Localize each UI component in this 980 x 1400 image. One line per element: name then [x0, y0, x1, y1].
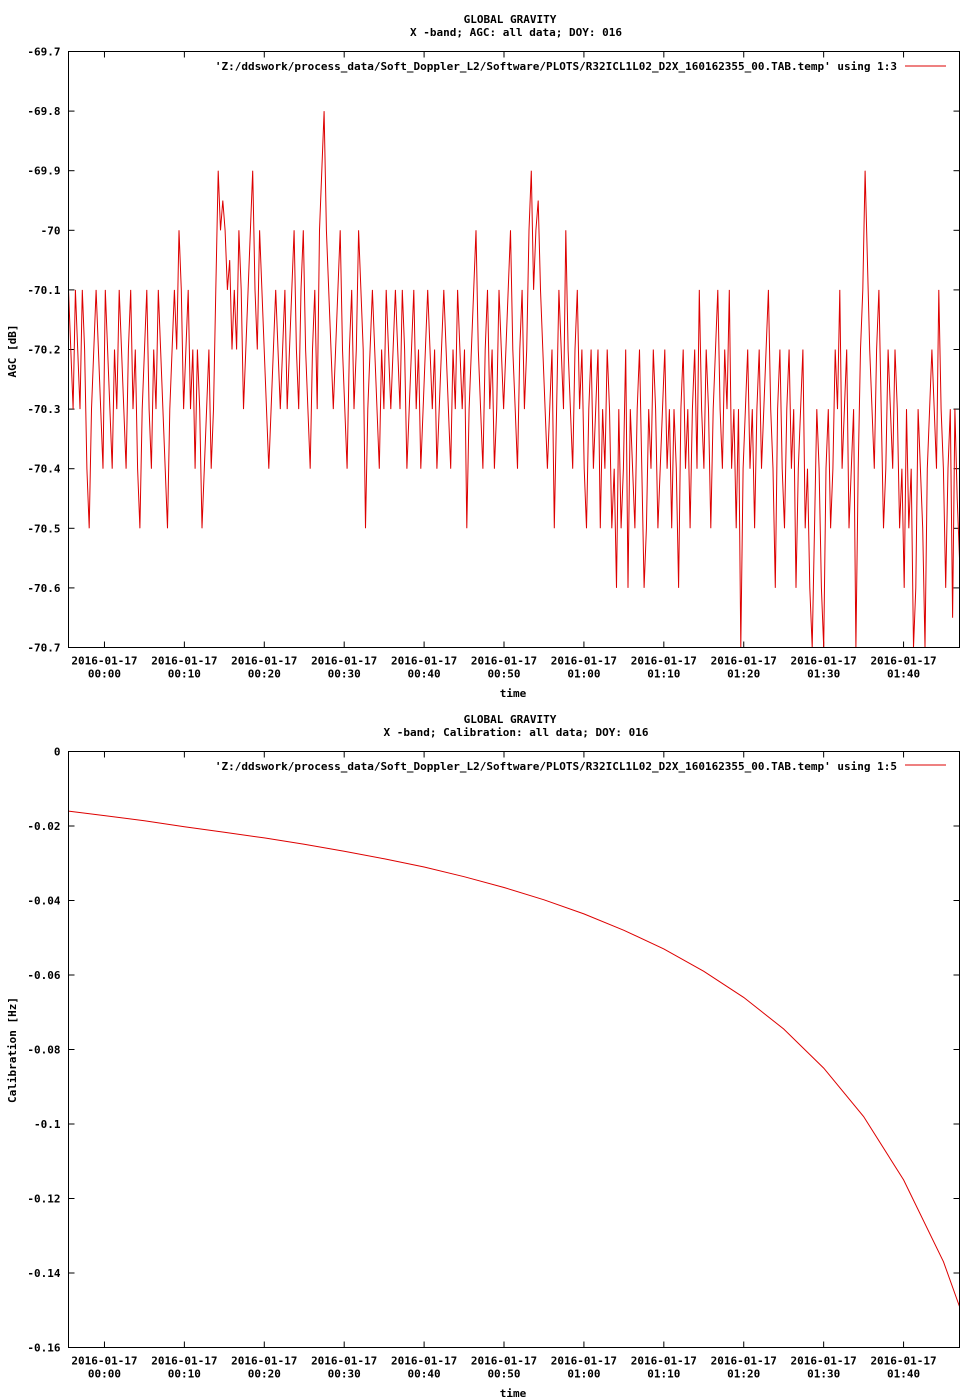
- x-tick-label-date: 2016-01-17: [151, 1355, 217, 1368]
- x-tick-label-date: 2016-01-17: [71, 655, 137, 668]
- y-tick-label: -0.08: [27, 1044, 60, 1057]
- x-tick-label-time: 01:00: [567, 668, 600, 681]
- x-tick-label-date: 2016-01-17: [231, 1355, 297, 1368]
- agc-chart-panel: GLOBAL GRAVITY X -band; AGC: all data; D…: [6, 13, 960, 700]
- y-tick-label: -70: [41, 224, 61, 237]
- x-tick-label-time: 00:00: [88, 1368, 121, 1381]
- x-tick-label-time: 01:30: [807, 1368, 840, 1381]
- y-axis-label: Calibration [Hz]: [6, 997, 19, 1103]
- chart-title: GLOBAL GRAVITY: [464, 713, 557, 726]
- calibration-chart-panel: GLOBAL GRAVITY X -band; Calibration: all…: [6, 713, 960, 1400]
- x-tick-label-time: 00:50: [487, 1368, 520, 1381]
- x-tick-label-time: 00:20: [248, 1368, 281, 1381]
- calibration-series-line: [68, 810, 960, 1307]
- x-tick-label-date: 2016-01-17: [391, 1355, 457, 1368]
- y-tick-label: -0.06: [27, 969, 60, 982]
- legend-label: 'Z:/ddswork/process_data/Soft_Doppler_L2…: [215, 60, 897, 73]
- chart-title: GLOBAL GRAVITY: [464, 13, 557, 26]
- x-tick-label-time: 01:40: [887, 1368, 920, 1381]
- y-tick-label: -0.14: [27, 1267, 60, 1280]
- y-axis-label: AGC [dB]: [6, 325, 19, 378]
- agc-series-line: [68, 111, 960, 648]
- x-tick-label-time: 00:10: [168, 1368, 201, 1381]
- y-ticks: -69.7 -69.8 -69.9 -70 -70.1 -70.2 -70.3 -70.4 -7…: [27, 46, 960, 655]
- y-tick-label: -70.7: [27, 642, 60, 655]
- x-tick-label-time: 01:10: [647, 668, 680, 681]
- plot-frame: [68, 51, 960, 648]
- x-ticks: 2016-01-1700:002016-01-1700:102016-01-17…: [71, 751, 937, 1381]
- plot-frame: [68, 751, 960, 1348]
- y-tick-label: -0.12: [27, 1193, 60, 1206]
- x-tick-label-time: 01:30: [807, 668, 840, 681]
- x-tick-label-date: 2016-01-17: [231, 655, 297, 668]
- x-axis-label: time: [500, 687, 527, 700]
- x-ticks: 2016-01-1700:002016-01-1700:102016-01-17…: [71, 51, 937, 681]
- x-tick-label-date: 2016-01-17: [551, 1355, 617, 1368]
- x-tick-label-date: 2016-01-17: [711, 1355, 777, 1368]
- y-tick-label: -0.1: [34, 1118, 61, 1131]
- x-tick-label-date: 2016-01-17: [391, 655, 457, 668]
- x-tick-label-date: 2016-01-17: [471, 1355, 537, 1368]
- y-tick-label: -0.04: [27, 895, 60, 908]
- x-tick-label-date: 2016-01-17: [551, 655, 617, 668]
- y-tick-label: -69.7: [27, 46, 60, 59]
- y-tick-label: -70.3: [27, 403, 60, 416]
- y-tick-label: -70.2: [27, 344, 60, 357]
- chart-subtitle: X -band; Calibration: all data; DOY: 016: [384, 726, 649, 739]
- y-tick-label: -70.6: [27, 582, 60, 595]
- x-tick-label-time: 00:30: [328, 668, 361, 681]
- x-tick-label-date: 2016-01-17: [791, 1355, 857, 1368]
- legend-label: 'Z:/ddswork/process_data/Soft_Doppler_L2…: [215, 760, 897, 773]
- x-tick-label-date: 2016-01-17: [870, 1355, 936, 1368]
- x-tick-label-time: 01:40: [887, 668, 920, 681]
- x-tick-label-time: 01:20: [727, 1368, 760, 1381]
- x-tick-label-time: 00:00: [88, 668, 121, 681]
- x-tick-label-date: 2016-01-17: [631, 1355, 697, 1368]
- x-tick-label-time: 01:00: [567, 1368, 600, 1381]
- y-ticks: 0 -0.02 -0.04 -0.06 -0.08 -0.1 -0.12 -0.14 -0.16: [27, 746, 960, 1355]
- chart-subtitle: X -band; AGC: all data; DOY: 016: [410, 26, 622, 39]
- x-tick-label-date: 2016-01-17: [311, 1355, 377, 1368]
- x-tick-label-date: 2016-01-17: [311, 655, 377, 668]
- x-tick-label-time: 01:20: [727, 668, 760, 681]
- x-tick-label-time: 00:40: [408, 1368, 441, 1381]
- x-tick-label-time: 00:20: [248, 668, 281, 681]
- x-axis-label: time: [500, 1387, 527, 1400]
- x-tick-label-date: 2016-01-17: [711, 655, 777, 668]
- x-tick-label-time: 00:40: [408, 668, 441, 681]
- x-tick-label-date: 2016-01-17: [151, 655, 217, 668]
- y-tick-label: -0.02: [27, 820, 60, 833]
- x-tick-label-date: 2016-01-17: [870, 655, 936, 668]
- y-tick-label: -70.4: [27, 463, 60, 476]
- y-tick-label: -69.8: [27, 105, 60, 118]
- x-tick-label-time: 00:10: [168, 668, 201, 681]
- y-tick-label: -0.16: [27, 1342, 60, 1355]
- x-tick-label-date: 2016-01-17: [791, 655, 857, 668]
- y-tick-label: -70.5: [27, 522, 60, 535]
- y-tick-label: -69.9: [27, 165, 60, 178]
- y-tick-label: -70.1: [27, 284, 60, 297]
- x-tick-label-date: 2016-01-17: [631, 655, 697, 668]
- x-tick-label-time: 00:30: [328, 1368, 361, 1381]
- x-tick-label-date: 2016-01-17: [71, 1355, 137, 1368]
- x-tick-label-time: 01:10: [647, 1368, 680, 1381]
- y-tick-label: 0: [54, 746, 61, 759]
- x-tick-label-date: 2016-01-17: [471, 655, 537, 668]
- x-tick-label-time: 00:50: [487, 668, 520, 681]
